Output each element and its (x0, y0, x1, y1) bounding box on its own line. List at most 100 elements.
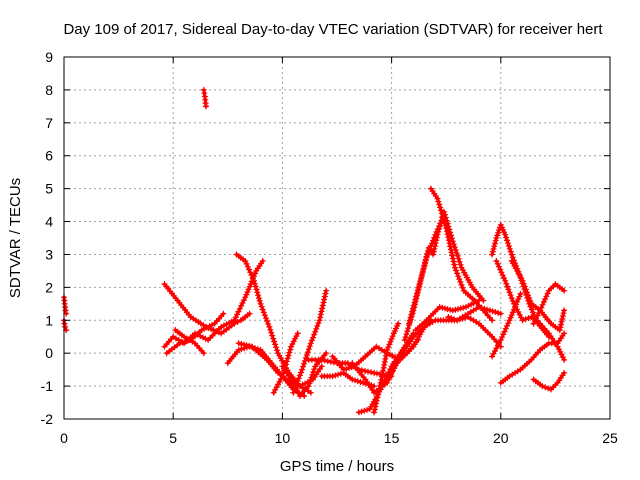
data-point (384, 379, 391, 386)
data-point (476, 304, 482, 311)
data-point (558, 318, 565, 325)
data-point (489, 248, 496, 255)
data-point (478, 304, 485, 311)
data-point (235, 346, 242, 353)
data-point (436, 223, 442, 230)
data-point (296, 372, 303, 379)
series-arc-x (412, 297, 482, 334)
data-point (484, 306, 491, 313)
data-point (529, 309, 536, 316)
data-point (238, 346, 245, 353)
data-point (306, 380, 313, 387)
data-point (309, 371, 316, 378)
data-point (354, 378, 361, 385)
data-point (440, 216, 447, 223)
data-point (307, 389, 314, 396)
data-point (294, 330, 301, 337)
data-point (220, 310, 227, 317)
data-point (492, 237, 499, 244)
data-point (352, 377, 358, 384)
y-tick-label: 7 (45, 115, 53, 131)
data-point (503, 280, 510, 287)
data-point (519, 277, 526, 284)
data-point (509, 309, 516, 316)
data-point (406, 317, 413, 324)
data-point (282, 361, 289, 368)
data-point (438, 210, 445, 217)
data-point (508, 251, 515, 258)
data-point (424, 251, 431, 258)
data-point (494, 260, 501, 267)
data-point (457, 279, 464, 285)
data-point (300, 363, 306, 370)
data-point (500, 275, 507, 281)
data-point (268, 329, 275, 336)
data-point (255, 292, 262, 299)
data-point (340, 366, 347, 373)
series-arc-f (163, 310, 227, 357)
data-point (308, 337, 315, 344)
data-point (420, 266, 427, 273)
data-point (203, 103, 209, 110)
data-point (313, 325, 320, 332)
data-point (490, 246, 497, 252)
data-point (284, 355, 291, 362)
data-point (386, 341, 393, 348)
data-point (323, 287, 330, 294)
data-point (387, 338, 394, 345)
data-point (521, 283, 528, 290)
data-point (295, 375, 302, 382)
data-point (247, 269, 254, 276)
data-point (425, 249, 432, 255)
series-arc-ab (489, 290, 524, 360)
data-point (449, 255, 456, 262)
data-point (454, 252, 461, 259)
data-point (534, 312, 541, 319)
data-point (497, 337, 504, 343)
data-point (203, 324, 210, 331)
data-point (448, 315, 455, 322)
series-arc-af (530, 369, 568, 393)
data-point (412, 296, 419, 303)
data-point (251, 280, 258, 287)
data-point (310, 369, 317, 375)
data-point (507, 248, 514, 255)
data-point (299, 366, 306, 373)
data-point (454, 270, 461, 277)
data-point (504, 237, 510, 244)
data-point (307, 377, 314, 384)
chart-title: Day 109 of 2017, Sidereal Day-to-day VTE… (63, 21, 603, 38)
data-point (318, 363, 325, 370)
data-point (408, 311, 415, 318)
data-point (263, 315, 269, 322)
data-point (260, 309, 267, 316)
data-point (355, 409, 362, 416)
data-point (259, 306, 266, 313)
data-point (436, 201, 443, 208)
data-point (501, 328, 508, 335)
data-point (436, 304, 443, 311)
data-point (522, 286, 529, 293)
data-point (234, 318, 241, 325)
data-point (451, 264, 458, 271)
data-point (231, 317, 238, 324)
data-point (445, 314, 452, 320)
data-point (505, 320, 512, 327)
data-point (386, 374, 393, 381)
data-point (252, 283, 259, 290)
data-point (445, 234, 452, 241)
data-point (503, 234, 510, 241)
data-point (416, 281, 423, 288)
data-point (431, 234, 438, 241)
data-point (432, 231, 439, 238)
x-tick-label: 25 (602, 430, 618, 446)
data-point (451, 316, 458, 323)
series-arc-ac (508, 258, 568, 334)
x-axis-label: GPS time / hours (280, 458, 394, 475)
x-tick-label: 10 (275, 430, 291, 446)
data-point (502, 231, 509, 238)
data-point (556, 327, 563, 334)
data-point (429, 240, 435, 247)
data-point (507, 292, 514, 299)
